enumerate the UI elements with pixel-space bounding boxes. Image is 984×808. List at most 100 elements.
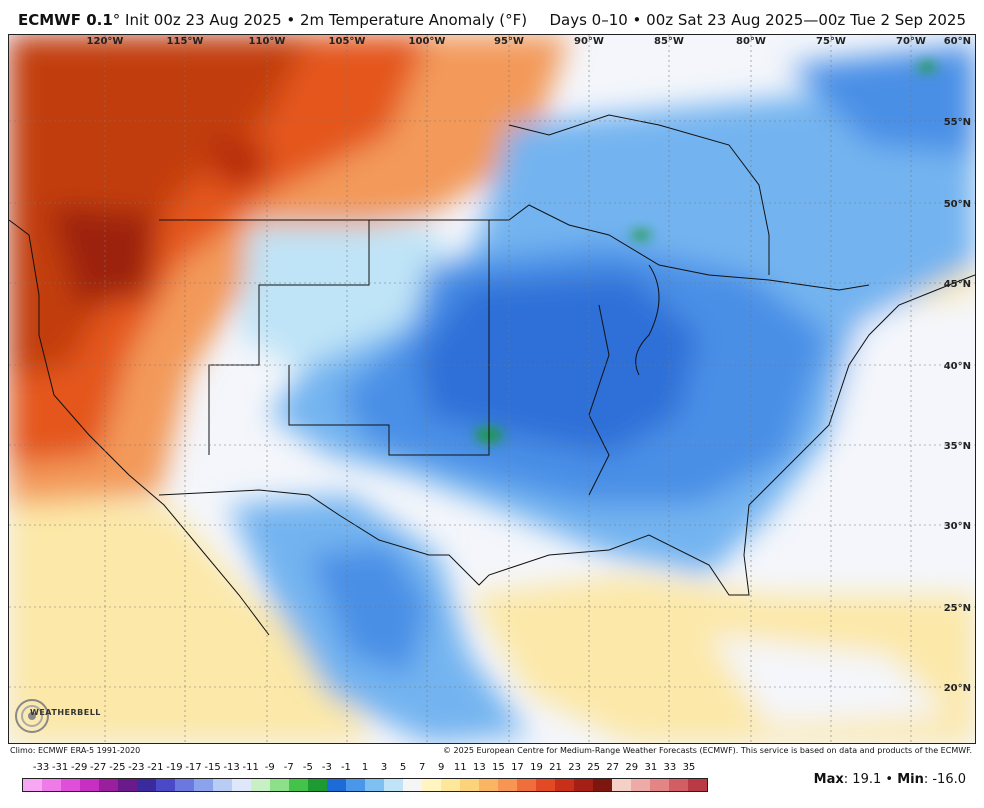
max-min-stats: Max: 19.1 • Min: -16.0 — [814, 772, 966, 787]
colorbar-swatch — [232, 779, 251, 791]
plains-state-lines — [288, 220, 490, 456]
colorbar-swatch — [327, 779, 346, 791]
lake-michigan-line — [635, 264, 660, 376]
map-subtitle: Init 00z 23 Aug 2025 • 2m Temperature An… — [120, 11, 528, 29]
colorbar-swatch — [270, 779, 289, 791]
colorbar-label: 31 — [644, 762, 658, 773]
lat-label: 35°N — [944, 441, 971, 452]
lat-label: 55°N — [944, 117, 971, 128]
colorbar-swatch — [365, 779, 384, 791]
weatherbell-logo: WEATHERBELL — [14, 696, 104, 736]
temperature-anomaly-map: 120°W 115°W 110°W 105°W 100°W 95°W 90°W … — [9, 35, 975, 743]
colorbar-swatch — [650, 779, 669, 791]
lat-label: 30°N — [944, 521, 971, 532]
colorbar-label: 3 — [380, 762, 388, 773]
colorbar-swatch — [175, 779, 194, 791]
boundaries — [9, 114, 975, 636]
colorbar-label: -19 — [166, 762, 183, 773]
colorbar-swatch — [156, 779, 175, 791]
colorbar-labels: -33 -31 -29 -27 -25 -23 -21 -19 -17 -15 -13 -11 -9 -7… — [14, 762, 714, 776]
lat-label: 45°N — [944, 279, 971, 290]
lon-label: 75°W — [816, 36, 846, 47]
map-title: ECMWF 0.1° Init 00z 23 Aug 2025 • 2m Tem… — [18, 11, 527, 29]
lat-label: 50°N — [944, 199, 971, 210]
colorbar-swatch — [479, 779, 498, 791]
lon-label: 85°W — [654, 36, 684, 47]
us-canada-border-line — [159, 204, 870, 291]
lat-label: 20°N — [944, 683, 971, 694]
colorbar-label: -13 — [223, 762, 240, 773]
colorbar-label: 5 — [399, 762, 407, 773]
colorbar-label: -31 — [51, 762, 69, 773]
us-southern-coast-line — [158, 274, 975, 596]
longitude-labels: 120°W 115°W 110°W 105°W 100°W 95°W 90°W … — [87, 36, 926, 47]
colorbar-label: -21 — [147, 762, 164, 773]
pacific-coast-line — [9, 219, 270, 636]
colorbar-label: 19 — [530, 762, 543, 773]
valid-range: Days 0–10 • 00z Sat 23 Aug 2025—00z Tue … — [549, 11, 966, 29]
colorbar-swatch — [61, 779, 80, 791]
colorbar-scale — [22, 778, 708, 792]
colorbar-label: 7 — [418, 762, 426, 773]
colorbar-swatch — [555, 779, 574, 791]
climo-note: Climo: ECMWF ERA-5 1991-2020 — [10, 746, 141, 755]
lat-label: 25°N — [944, 603, 971, 614]
colorbar-label: -1 — [340, 762, 351, 773]
colorbar-swatch — [137, 779, 156, 791]
max-value: : 19.1 — [843, 772, 882, 787]
colorbar-swatch — [688, 779, 707, 791]
logo-text: WEATHERBELL — [30, 708, 101, 717]
colorbar-label: -29 — [70, 762, 88, 773]
max-label: Max — [813, 772, 844, 787]
colorbar-label: -5 — [302, 762, 313, 773]
lon-label: 110°W — [249, 36, 286, 47]
colorbar-swatch — [213, 779, 232, 791]
map-panel: 120°W 115°W 110°W 105°W 100°W 95°W 90°W … — [8, 34, 976, 744]
colorbar-swatch — [80, 779, 99, 791]
graticule — [9, 35, 975, 743]
colorbar-swatch — [251, 779, 270, 791]
header: ECMWF 0.1° Init 00z 23 Aug 2025 • 2m Tem… — [0, 0, 984, 34]
colorbar-swatch — [441, 779, 460, 791]
colorbar-swatch — [289, 779, 308, 791]
latitude-labels: 60°N 55°N 50°N 45°N 40°N 35°N 30°N 25°N … — [944, 36, 971, 694]
colorbar-swatch — [384, 779, 403, 791]
colorbar-swatch — [669, 779, 688, 791]
colorbar-swatch — [498, 779, 517, 791]
model-name: ECMWF 0.1 — [18, 11, 113, 29]
colorbar-swatch — [574, 779, 593, 791]
stats-separator: • — [881, 772, 898, 787]
lon-label: 80°W — [736, 36, 766, 47]
colorbar-swatch — [346, 779, 365, 791]
colorbar-swatch — [403, 779, 422, 791]
colorbar-label: 35 — [682, 762, 696, 773]
colorbar-label: -7 — [283, 762, 294, 773]
colorbar-swatch — [194, 779, 213, 791]
min-value: : -16.0 — [923, 772, 966, 787]
lon-label: 95°W — [494, 36, 524, 47]
colorbar-swatch — [612, 779, 631, 791]
colorbar-label: -33 — [32, 762, 50, 773]
colorbar: -33 -31 -29 -27 -25 -23 -21 -19 -17 -15 -13 -11 -9 -7… — [14, 762, 714, 806]
colorbar-label: 17 — [511, 762, 524, 773]
colorbar-label: 25 — [587, 762, 601, 773]
colorbar-swatch — [422, 779, 441, 791]
hudson-bay-line — [508, 114, 770, 275]
colorbar-swatch — [99, 779, 118, 791]
colorbar-swatch — [536, 779, 555, 791]
colorbar-label: -9 — [264, 762, 275, 773]
colorbar-label: 15 — [492, 762, 505, 773]
colorbar-swatch — [517, 779, 536, 791]
degree-mark: ° — [112, 11, 121, 29]
colorbar-swatch — [23, 779, 42, 791]
lon-label: 115°W — [167, 36, 204, 47]
colorbar-swatch — [631, 779, 650, 791]
lon-label: 120°W — [87, 36, 124, 47]
swirl-icon — [15, 699, 49, 733]
colorbar-label: -17 — [185, 762, 202, 773]
colorbar-label: -3 — [321, 762, 332, 773]
colorbar-label: -23 — [128, 762, 145, 773]
copyright-note: © 2025 European Centre for Medium-Range … — [443, 746, 972, 755]
colorbar-swatch — [460, 779, 479, 791]
colorbar-label: 21 — [549, 762, 562, 773]
